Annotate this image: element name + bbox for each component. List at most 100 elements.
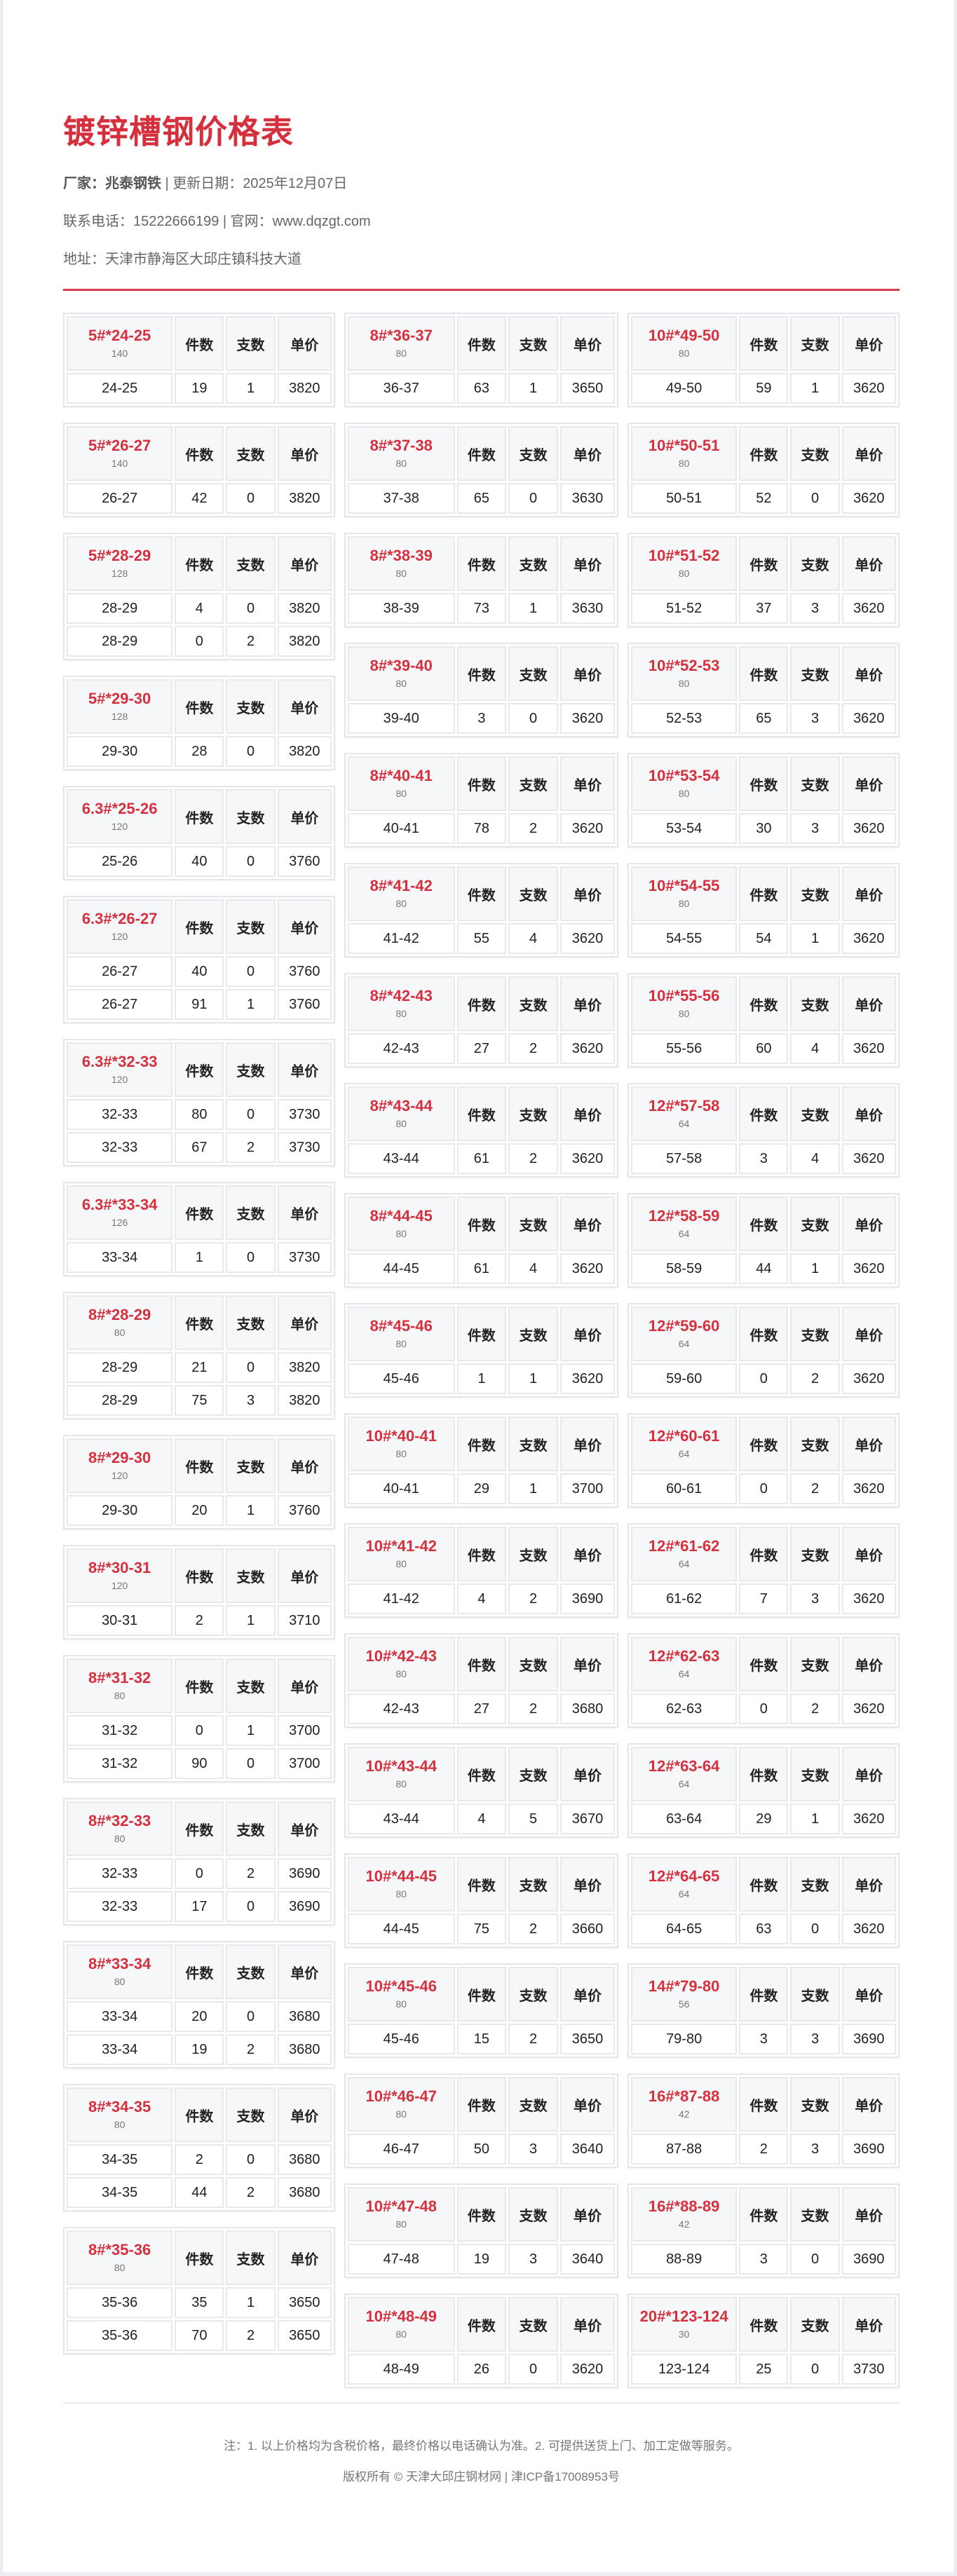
header-price: 单价 [277, 1438, 332, 1493]
cell-pieces: 29 [456, 1473, 507, 1504]
table-row: 58-59 44 1 3620 [631, 1253, 896, 1284]
cell-sticks: 0 [226, 2001, 276, 2032]
header-price: 单价 [559, 1417, 615, 1471]
cell-sticks: 4 [508, 923, 558, 954]
header-price: 单价 [559, 866, 615, 921]
spec-name: 10#*47-48 [365, 2197, 437, 2215]
header-pieces: 件数 [456, 976, 507, 1031]
cell-spec: 55-56 [631, 1033, 738, 1064]
header-pieces: 件数 [739, 1417, 789, 1471]
header-sticks: 支数 [790, 1527, 840, 1581]
cell-spec: 52-53 [631, 703, 738, 734]
table-row: 31-32 0 1 3700 [67, 1715, 332, 1746]
cell-sticks: 2 [226, 2177, 276, 2208]
price-table: 8#*44-45 80 件数 支数 单价 44-45 61 4 3620 [344, 1193, 618, 1288]
vendor-label: 厂家：兆泰钢铁 [63, 176, 161, 191]
cell-spec: 35-36 [67, 2320, 173, 2351]
table-row: 49-50 59 1 3620 [631, 373, 896, 404]
header-pieces: 件数 [456, 646, 507, 701]
price-table: 8#*43-44 80 件数 支数 单价 43-44 61 2 3620 [344, 1083, 618, 1178]
cell-price: 3680 [277, 2177, 332, 2208]
spec-subtitle: 80 [678, 788, 690, 799]
header-price: 单价 [559, 756, 615, 811]
price-table: 10#*52-53 80 件数 支数 单价 52-53 65 3 3620 [627, 643, 900, 737]
cell-sticks: 0 [508, 703, 558, 734]
header-price: 单价 [841, 1637, 896, 1691]
spec-subtitle: 80 [678, 1008, 690, 1019]
price-table: 10#*40-41 80 件数 支数 单价 40-41 29 1 3700 [344, 1413, 618, 1508]
cell-spec: 25-26 [67, 846, 173, 877]
spec-name: 10#*49-50 [648, 327, 720, 344]
header-pieces: 件数 [739, 316, 789, 371]
price-table: 5#*28-29 128 件数 支数 单价 28-29 4 0 3820 28-29 0 2 3820 [63, 533, 335, 660]
cell-pieces: 61 [456, 1253, 507, 1284]
spec-header-cell: 10#*40-41 80 [348, 1417, 455, 1471]
cell-spec: 60-61 [631, 1473, 738, 1504]
header-pieces: 件数 [175, 2230, 224, 2285]
table-row: 48-49 26 0 3620 [348, 2354, 615, 2385]
spec-header-cell: 6.3#*33-34 126 [67, 1185, 173, 1240]
cell-pieces: 2 [739, 2134, 789, 2165]
cell-pieces: 0 [739, 1363, 789, 1394]
cell-pieces: 0 [175, 1858, 224, 1889]
cell-spec: 32-33 [67, 1891, 173, 1922]
header-price: 单价 [841, 866, 896, 921]
header-sticks: 支数 [790, 1197, 840, 1251]
spec-header-cell: 14#*79-80 56 [631, 1967, 738, 2022]
header-pieces: 件数 [739, 1527, 789, 1581]
cell-spec: 34-35 [67, 2144, 173, 2175]
spec-header-cell: 10#*43-44 80 [348, 1747, 455, 1801]
header-price: 单价 [277, 2230, 332, 2285]
spec-subtitle: 64 [678, 1338, 690, 1349]
spec-header-cell: 10#*45-46 80 [348, 1967, 455, 2022]
cell-spec: 37-38 [348, 483, 455, 514]
cell-price: 3690 [277, 1891, 332, 1922]
cell-spec: 51-52 [631, 593, 738, 624]
spec-subtitle: 80 [678, 568, 690, 579]
header-pieces: 件数 [739, 1637, 789, 1691]
spec-header-cell: 6.3#*25-26 120 [67, 789, 173, 844]
table-header-row: 12#*60-61 64 件数 支数 单价 [631, 1417, 896, 1471]
cell-price: 3700 [559, 1473, 615, 1504]
cell-price: 3620 [559, 1033, 615, 1064]
cell-spec: 45-46 [348, 1363, 455, 1394]
price-table: 8#*31-32 80 件数 支数 单价 31-32 0 1 3700 31-32 90 0 3700 [63, 1655, 335, 1783]
spec-header-cell: 12#*63-64 64 [631, 1747, 738, 1801]
cell-sticks: 2 [790, 1473, 840, 1504]
spec-name: 8#*31-32 [88, 1669, 151, 1686]
header-sticks: 支数 [226, 1042, 276, 1097]
cell-spec: 43-44 [348, 1143, 455, 1174]
spec-name: 8#*34-35 [88, 2098, 151, 2115]
spec-subtitle: 64 [678, 1668, 690, 1679]
cell-sticks: 4 [790, 1143, 840, 1174]
spec-subtitle: 80 [114, 1327, 125, 1338]
spec-subtitle: 80 [395, 1998, 407, 2010]
cell-sticks: 2 [790, 1363, 840, 1394]
cell-price: 3690 [841, 2244, 896, 2275]
table-header-row: 6.3#*32-33 120 件数 支数 单价 [67, 1042, 332, 1097]
update-date: | 更新日期：2025年12月07日 [161, 176, 348, 191]
table-header-row: 5#*26-27 140 件数 支数 单价 [67, 426, 332, 481]
table-header-row: 10#*49-50 80 件数 支数 单价 [631, 316, 896, 371]
cell-spec: 49-50 [631, 373, 738, 404]
header-price: 单价 [841, 1307, 896, 1361]
price-table: 5#*24-25 140 件数 支数 单价 24-25 19 1 3820 [63, 313, 335, 407]
spec-subtitle: 64 [678, 1888, 690, 1900]
table-header-row: 8#*34-35 80 件数 支数 单价 [67, 2087, 332, 2142]
cell-price: 3620 [559, 2354, 615, 2385]
table-row: 29-30 20 1 3760 [67, 1495, 332, 1526]
cell-price: 3680 [277, 2001, 332, 2032]
header-price: 单价 [559, 2187, 615, 2242]
cell-sticks: 3 [790, 2134, 840, 2165]
table-row: 38-39 73 1 3630 [348, 593, 615, 624]
cell-sticks: 3 [790, 2024, 840, 2054]
price-table: 5#*26-27 140 件数 支数 单价 26-27 42 0 3820 [63, 423, 335, 517]
cell-price: 3620 [559, 1253, 615, 1284]
cell-spec: 34-35 [67, 2177, 173, 2208]
header-price: 单价 [559, 2077, 615, 2132]
table-row: 37-38 65 0 3630 [348, 483, 615, 514]
cell-spec: 40-41 [348, 813, 455, 844]
cell-sticks: 1 [226, 1605, 276, 1636]
header-pieces: 件数 [456, 1857, 507, 1911]
table-row: 41-42 4 2 3690 [348, 1583, 615, 1614]
